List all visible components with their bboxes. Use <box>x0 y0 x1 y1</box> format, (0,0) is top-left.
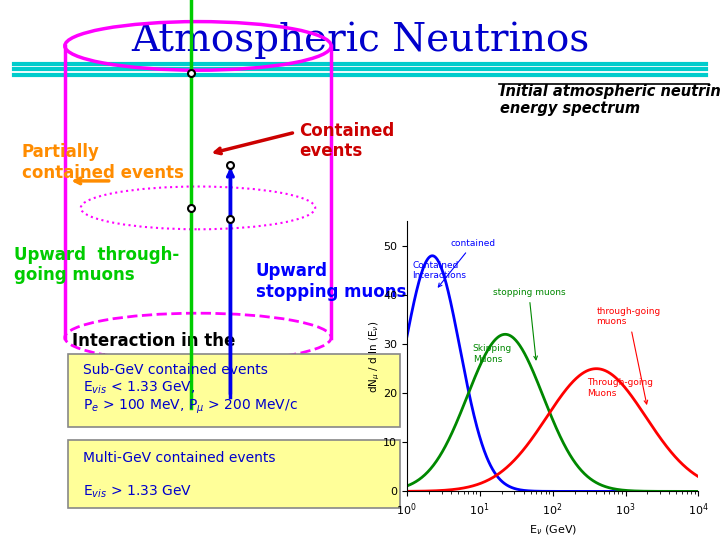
FancyBboxPatch shape <box>68 440 400 508</box>
Text: Skipping
Muons: Skipping Muons <box>472 344 512 363</box>
Text: Through-going
Muons: Through-going Muons <box>588 379 653 398</box>
Text: contained: contained <box>438 239 496 287</box>
Text: Multi-GeV contained events

E$_{vis}$ > 1.33 GeV: Multi-GeV contained events E$_{vis}$ > 1… <box>83 451 275 500</box>
Text: Upward
stopping muons: Upward stopping muons <box>256 262 406 301</box>
Text: Initial atmospheric neutrino
energy spectrum: Initial atmospheric neutrino energy spec… <box>500 84 720 116</box>
Text: Partially
contained events: Partially contained events <box>22 143 184 182</box>
Text: Interaction in the
rock: Interaction in the rock <box>72 332 235 371</box>
X-axis label: E$_\nu$ (GeV): E$_\nu$ (GeV) <box>528 523 577 537</box>
Text: Atmospheric Neutrinos: Atmospheric Neutrinos <box>131 22 589 59</box>
Text: stopping muons: stopping muons <box>492 288 565 360</box>
Text: Upward  through-
going muons: Upward through- going muons <box>14 246 180 285</box>
Text: Contained
Interactions: Contained Interactions <box>413 261 467 280</box>
FancyBboxPatch shape <box>68 354 400 427</box>
Text: through-going
muons: through-going muons <box>596 307 661 404</box>
Y-axis label: dN$_\mu$ / d ln (E$_\nu$): dN$_\mu$ / d ln (E$_\nu$) <box>367 320 382 393</box>
Text: Contained
events: Contained events <box>299 122 394 160</box>
Text: Sub-GeV contained events
E$_{vis}$ < 1.33 GeV,
P$_e$ > 100 MeV, P$_\mu$ > 200 Me: Sub-GeV contained events E$_{vis}$ < 1.3… <box>83 363 297 416</box>
